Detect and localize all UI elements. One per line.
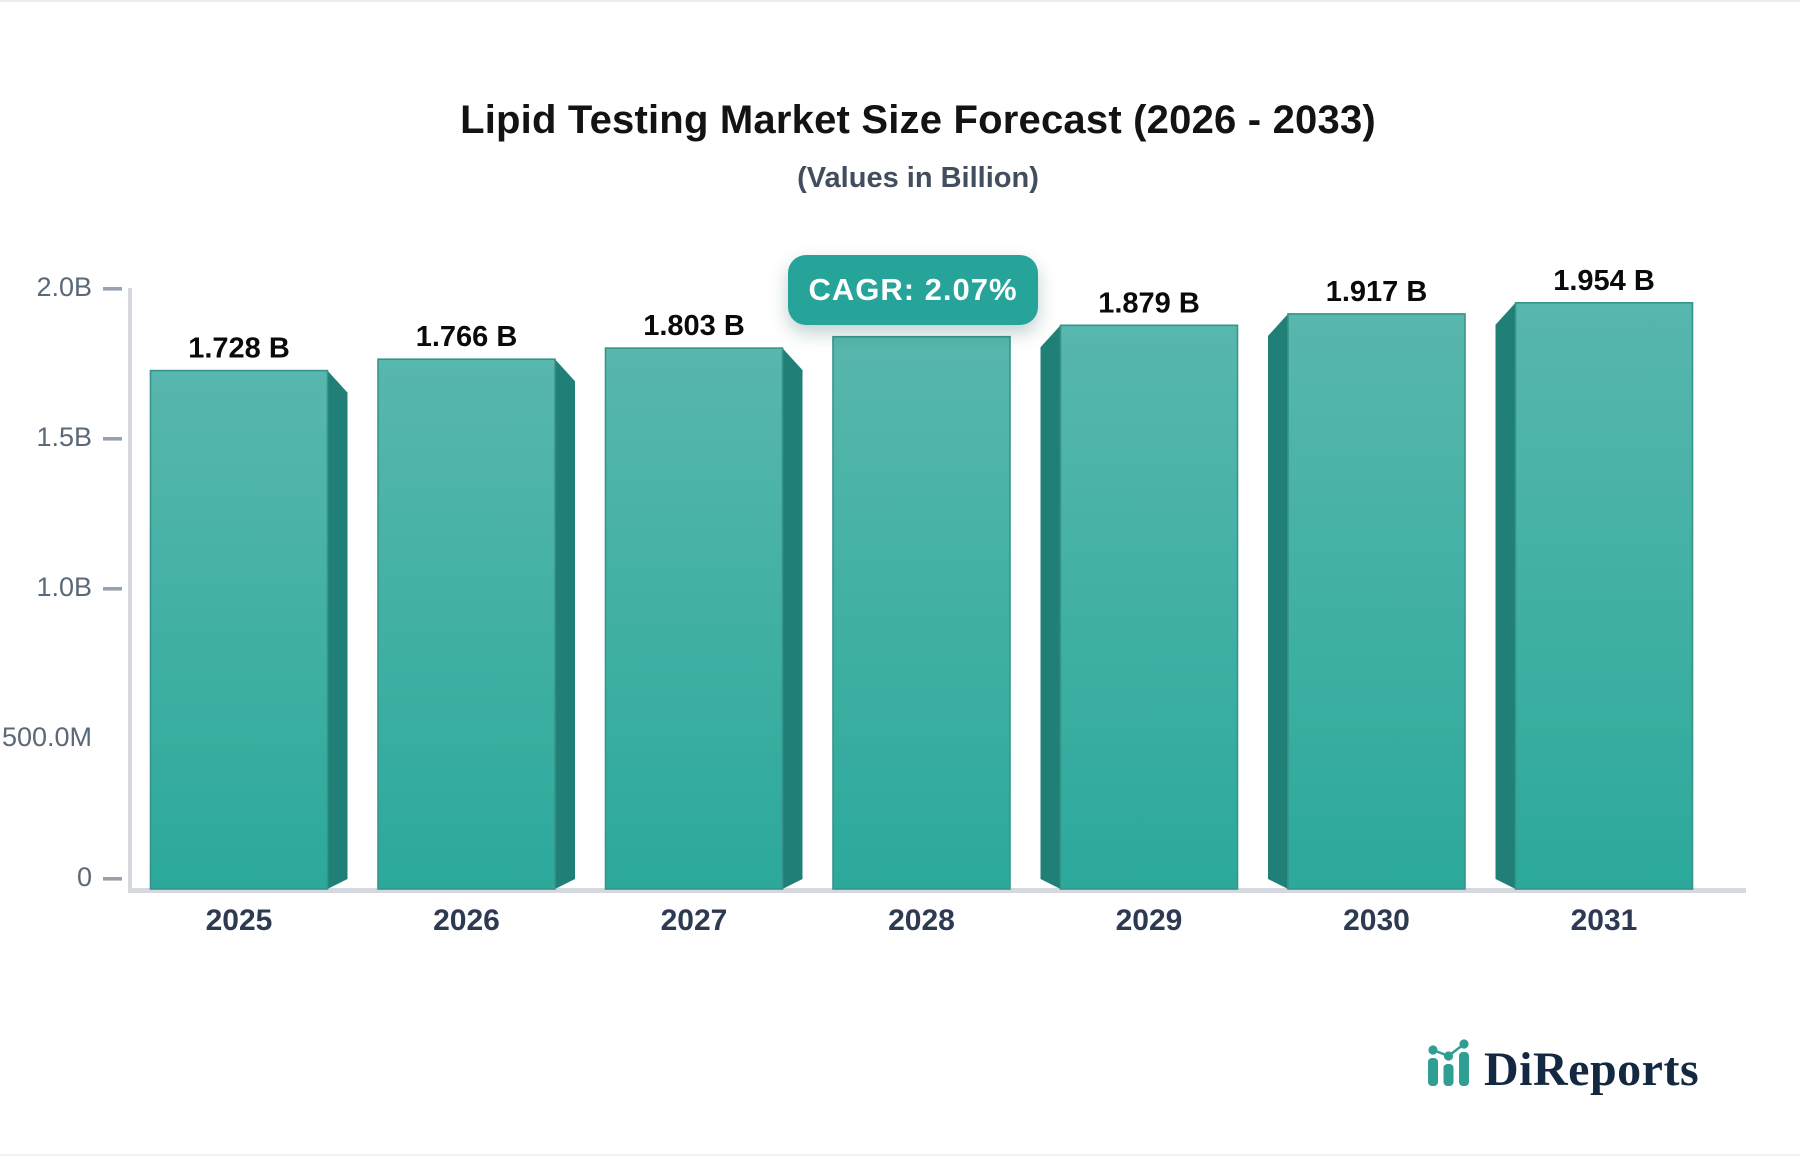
y-tick-dash [103, 287, 122, 291]
bar-2027 [604, 347, 784, 890]
bar-value-label: 1.879 B [1098, 287, 1200, 319]
y-tick-label: 1.0B [36, 572, 92, 602]
x-tick-label: 2027 [661, 904, 728, 937]
y-tick-label: 2.0B [36, 272, 92, 302]
cagr-badge-label: CAGR: 2.07% [808, 272, 1018, 307]
bar-value-label: 1.803 B [643, 310, 745, 342]
y-tick-label: 500.0M [2, 722, 92, 752]
cagr-badge: CAGR: 2.07% [788, 255, 1038, 325]
bar-side-face [327, 370, 348, 890]
bar-side-face [555, 359, 575, 889]
brand-logo-text: DiReports [1484, 1043, 1700, 1096]
x-tick-label: 2029 [1116, 904, 1183, 937]
bar-2031 [1514, 301, 1694, 890]
x-axis-line [128, 888, 1746, 893]
bar-2028 [832, 335, 1011, 890]
x-tick-label: 2026 [433, 904, 500, 937]
chart-title: Lipid Testing Market Size Forecast (2026… [460, 98, 1376, 142]
x-tick-label: 2025 [206, 904, 273, 937]
x-tick-label: 2031 [1571, 904, 1638, 937]
bar-value-label: 1.766 B [416, 321, 518, 353]
y-tick-label: 0 [77, 862, 92, 892]
y-tick-dash [103, 877, 122, 881]
bar-side-face [1268, 313, 1288, 889]
y-tick-label: 1.5B [36, 422, 92, 452]
x-tick-label: 2028 [888, 904, 955, 937]
brand-logo: DiReports [1424, 1032, 1699, 1096]
bar-value-label: 1.917 B [1326, 276, 1428, 308]
bar-side-face [1495, 302, 1516, 889]
bar-2030 [1287, 313, 1466, 890]
y-tick-dash [103, 437, 122, 441]
bar-side-face [1040, 325, 1061, 889]
bar-2026 [377, 358, 556, 890]
chart-subtitle: (Values in Billion) [797, 162, 1039, 194]
y-tick-dash [103, 587, 122, 591]
bar-value-label: 1.728 B [188, 333, 290, 365]
bar-2029 [1059, 324, 1239, 890]
y-axis-line [128, 288, 132, 893]
bar-value-label: 1.954 B [1553, 265, 1655, 297]
bar-2025 [149, 369, 329, 890]
mini-bar-chart-icon [1424, 1037, 1476, 1096]
bar-side-face [782, 348, 803, 890]
x-tick-label: 2030 [1343, 904, 1410, 937]
